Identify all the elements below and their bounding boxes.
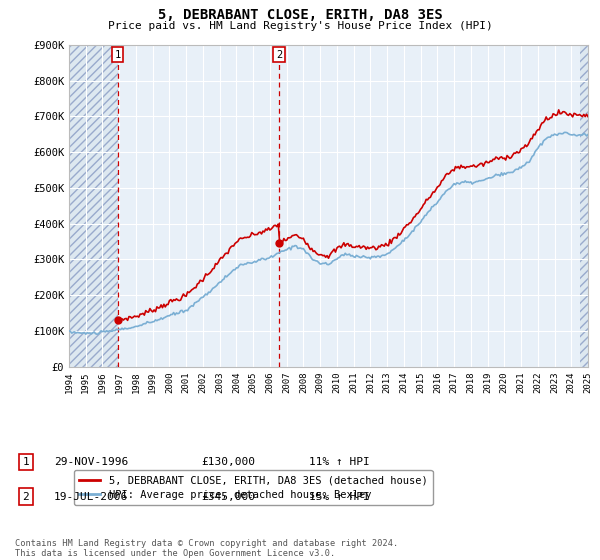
Text: Price paid vs. HM Land Registry's House Price Index (HPI): Price paid vs. HM Land Registry's House … (107, 21, 493, 31)
Bar (580, 45, 588, 367)
Text: 1: 1 (22, 457, 29, 467)
Text: £130,000: £130,000 (201, 457, 255, 467)
Text: 19-JUL-2006: 19-JUL-2006 (54, 492, 128, 502)
Text: 1: 1 (115, 50, 121, 59)
Text: 5, DEBRABANT CLOSE, ERITH, DA8 3ES: 5, DEBRABANT CLOSE, ERITH, DA8 3ES (158, 8, 442, 22)
Text: 15% ↑ HPI: 15% ↑ HPI (309, 492, 370, 502)
Bar (69, 45, 118, 367)
Text: Contains HM Land Registry data © Crown copyright and database right 2024.
This d: Contains HM Land Registry data © Crown c… (15, 539, 398, 558)
Text: 11% ↑ HPI: 11% ↑ HPI (309, 457, 370, 467)
Text: 2: 2 (276, 50, 282, 59)
Legend: 5, DEBRABANT CLOSE, ERITH, DA8 3ES (detached house), HPI: Average price, detache: 5, DEBRABANT CLOSE, ERITH, DA8 3ES (deta… (74, 470, 433, 505)
Text: £345,000: £345,000 (201, 492, 255, 502)
Text: 2: 2 (22, 492, 29, 502)
Text: 29-NOV-1996: 29-NOV-1996 (54, 457, 128, 467)
